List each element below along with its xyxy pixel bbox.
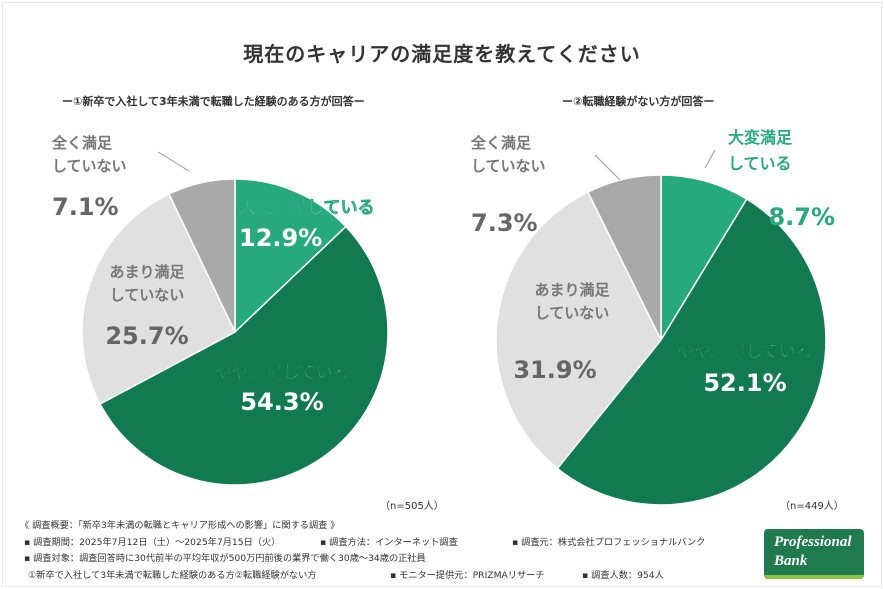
footer-monitor: ▪ モニター提供元：PRIZMAリサーチ [390, 569, 545, 581]
page-title: 現在のキャリアの満足度を教えてください [243, 42, 641, 66]
chart2-slice-not-very-satisfied [495, 191, 662, 470]
chart1-slice-somewhat-satisfied [98, 225, 389, 486]
chart2-subtitle: ー②転職経験がない方が回答ー [562, 95, 715, 108]
chart1-label-text-somewhat-satisfied-1: やや満足している [214, 362, 350, 383]
chart1-leader-line-1 [157, 151, 190, 172]
chart2-label-text-very-satisfied-2: している [728, 154, 792, 173]
chart2-label-text-not-very-satisfied-2: していない [535, 304, 610, 322]
chart2-leader-line-2 [704, 149, 716, 169]
chart2-label-text-not-very-satisfied-1: あまり満足 [534, 281, 610, 299]
chart2-pct-not-at-all: 7.3% [471, 209, 538, 237]
chart2-label-text-somewhat-satisfied-1: やや満足している [677, 341, 813, 362]
chart1-label-text-not-very-satisfied-2: していない [110, 286, 185, 304]
chart1-subtitle: ー①新卒で入社して3年未満で転職した経験のある方が回答ー [62, 95, 365, 108]
footer-target: ▪ 調査対象：調査回答時に30代前半の平均年収が500万円前後の業界で働く30歳… [24, 553, 426, 564]
chart1-slice-not-at-all [167, 178, 236, 333]
logo-accent-bar [764, 575, 864, 579]
footer-period: ▪ 調査期間：2025年7月12日（土）〜2025年7月15日（火） [24, 536, 281, 548]
chart1-label-text-very-satisfied-1: 大変満足している [239, 197, 375, 218]
chart2-pct-not-very-satisfied: 31.9% [513, 356, 596, 384]
chart1-pct-not-very-satisfied: 25.7% [105, 322, 188, 350]
chart2-slice-somewhat-satisfied [556, 198, 827, 506]
charts-canvas: 大変満足している12.9%やや満足している54.3%あまり満足していない25.7… [51, 128, 835, 506]
chart1-pct-somewhat-satisfied: 54.3% [240, 388, 323, 416]
chart2-slice-very-satisfied [660, 174, 748, 343]
chart2-pct-very-satisfied: 8.7% [768, 203, 835, 231]
professional-bank-logo: Professional Bank [764, 529, 864, 579]
chart2-label-somewhat-satisfied: やや満足している 52.1% [677, 341, 813, 397]
chart2-label-text-not-at-all-1: 全く満足 [470, 134, 532, 152]
chart1-slice-not-very-satisfied [81, 192, 236, 406]
chart1-n-label: （n=505人） [380, 501, 444, 512]
chart1-label-text-not-at-all-2: していない [52, 157, 127, 175]
chart1-label-somewhat-satisfied: やや満足している 54.3% [214, 362, 350, 416]
footer-source: ▪ 調査元：株式会社プロフェッショナルバンク [512, 536, 706, 548]
footer-method: ▪ 調査方法：インターネット調査 [320, 536, 458, 548]
chart1-slice-very-satisfied [234, 178, 347, 334]
survey-footer: 《 調査概要：「新卒3年未満の転職とキャリア形成への影響」に関する調査 》 ▪ … [20, 518, 760, 584]
chart2-label-very-satisfied: 大変満足している 8.7% [728, 128, 835, 231]
chart2-leader-line-1 [594, 154, 621, 181]
logo-line2: Bank [774, 553, 808, 569]
logo-line1: Professional [774, 534, 852, 550]
chart1-label-text-not-at-all-1: 全く満足 [51, 134, 113, 152]
chart2-pct-somewhat-satisfied: 52.1% [703, 369, 786, 397]
footer-summary: 《 調査概要：「新卒3年未満の転職とキャリア形成への影響」に関する調査 》 [20, 520, 340, 531]
chart1-pct-very-satisfied: 12.9% [239, 224, 322, 252]
chart1-pct-not-at-all: 7.1% [52, 193, 119, 221]
chart2-n-label: （n=449人） [780, 501, 844, 512]
chart2-label-text-not-at-all-2: していない [471, 157, 546, 175]
chart2-label-text-very-satisfied-1: 大変満足 [728, 128, 793, 147]
chart1-label-very-satisfied: 大変満足している 12.9% [239, 197, 375, 252]
chart1-label-text-not-very-satisfied-1: あまり満足 [109, 263, 185, 281]
chart2-slice-not-at-all [586, 174, 662, 341]
footer-groups: ①新卒で入社して3年未満で転職した経験のある方②転職経験がない方 [28, 569, 317, 581]
footer-count: ▪ 調査人数：954人 [582, 569, 664, 581]
